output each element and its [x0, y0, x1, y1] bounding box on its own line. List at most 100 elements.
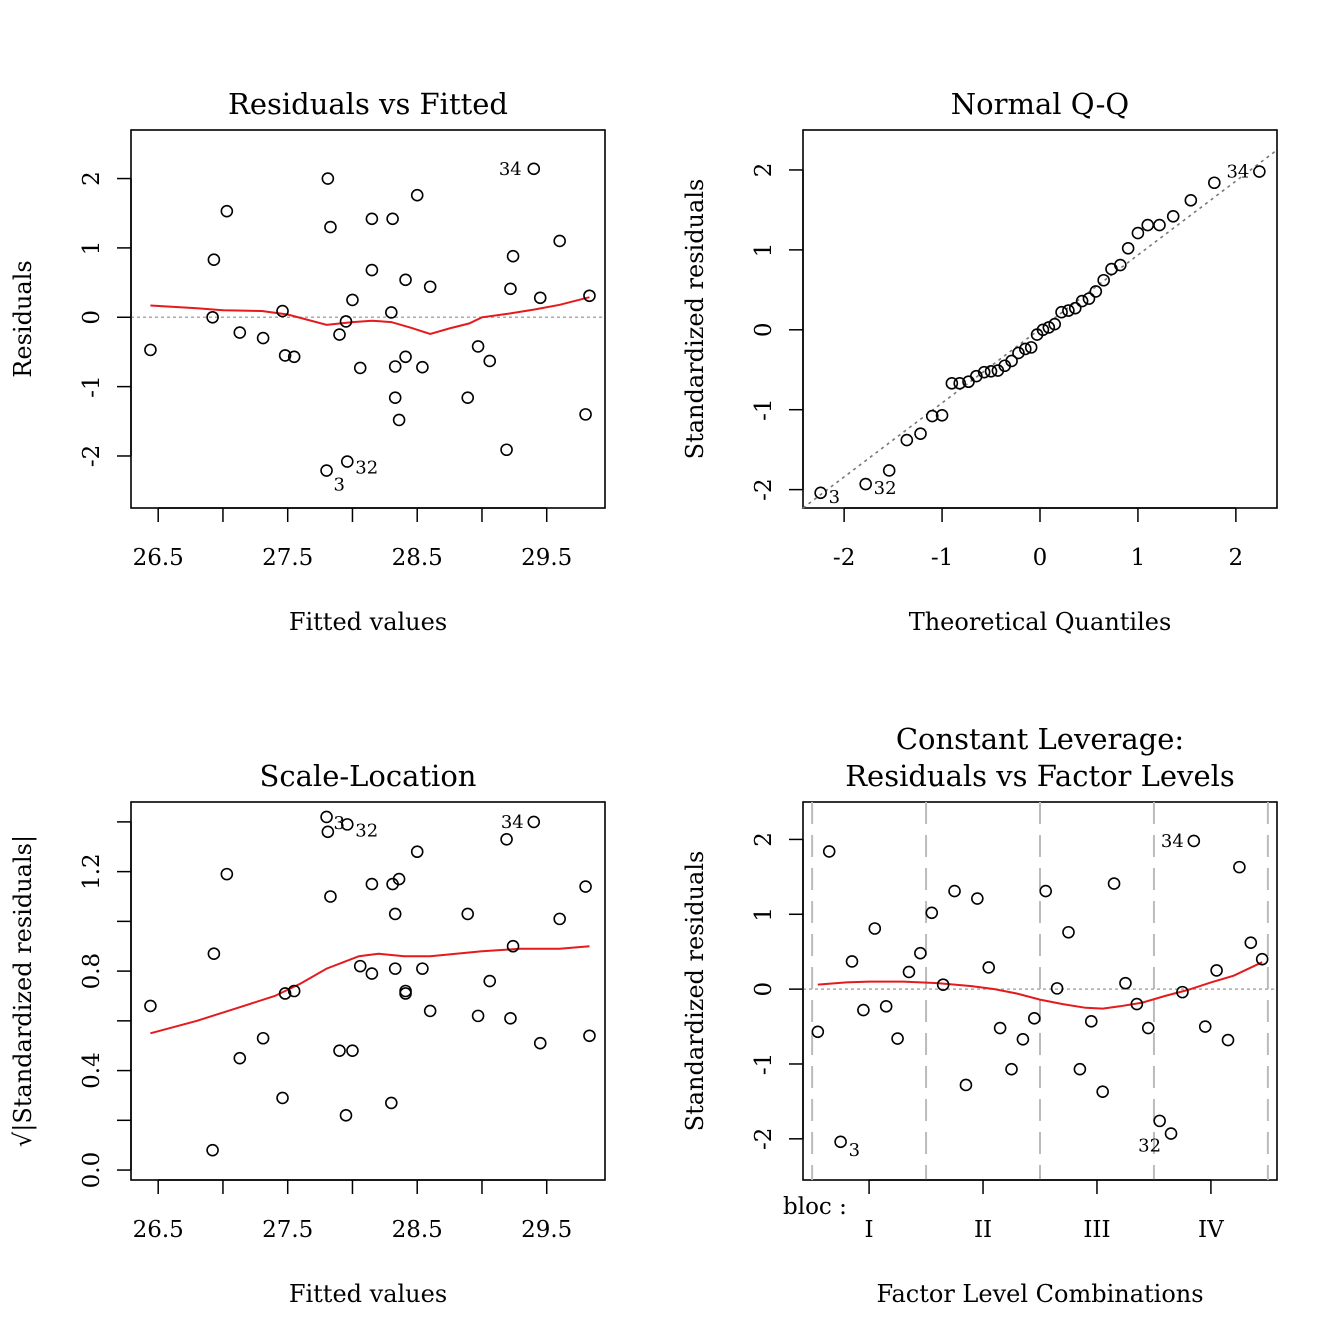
- plot-frame: [130, 801, 606, 1181]
- data-point: [206, 310, 219, 324]
- panel-residuals-vs-factor-levels: Constant Leverage:Residuals vs Factor Le…: [681, 722, 1278, 1308]
- y-tick-label: 0.0: [79, 1152, 105, 1189]
- data-point: [553, 234, 566, 248]
- chart-title: Residuals vs Factor Levels: [845, 759, 1235, 793]
- y-tick-label: -2: [79, 445, 105, 467]
- data-point: [553, 912, 566, 926]
- data-point: [399, 987, 412, 1000]
- x-tick-label: -2: [833, 545, 855, 571]
- data-point: [1176, 985, 1189, 999]
- data-point: [1107, 877, 1121, 890]
- y-tick-label: -1: [79, 375, 105, 397]
- y-tick-label: 1: [79, 241, 105, 256]
- data-point: [207, 947, 221, 960]
- data-point: [388, 360, 402, 373]
- point-label: 34: [1226, 162, 1249, 183]
- data-point: [527, 815, 541, 829]
- point-label: 34: [1161, 831, 1184, 852]
- point-label: 32: [355, 458, 378, 479]
- qq-reference-line: [802, 149, 1278, 509]
- data-point: [144, 999, 157, 1013]
- data-point: [533, 1036, 547, 1050]
- data-point: [385, 1096, 398, 1110]
- x-tick-label: 26.5: [133, 1217, 184, 1243]
- chart-title: Normal Q-Q: [951, 87, 1129, 121]
- data-points: [811, 834, 1269, 1149]
- data-point: [579, 408, 592, 421]
- data-point: [385, 306, 398, 319]
- data-point: [1198, 1020, 1212, 1033]
- data-point: [868, 922, 882, 935]
- data-point: [471, 1009, 485, 1023]
- data-point: [339, 1109, 353, 1122]
- plot-frame: [130, 129, 606, 509]
- chart-title: Residuals vs Fitted: [228, 87, 508, 121]
- y-tick-label: 0: [751, 322, 777, 337]
- data-point: [936, 978, 950, 991]
- y-tick-label: -2: [751, 1128, 777, 1150]
- data-point: [416, 360, 429, 374]
- chart-title: Constant Leverage:: [896, 722, 1184, 756]
- smooth-line: [150, 296, 590, 335]
- data-point: [1062, 304, 1075, 317]
- data-point: [925, 906, 939, 920]
- y-tick-label: -1: [751, 399, 777, 421]
- data-point: [320, 464, 333, 477]
- data-point: [333, 328, 346, 341]
- y-tick-label: 2: [751, 832, 777, 847]
- smooth-line: [150, 945, 590, 1035]
- data-point: [144, 343, 157, 357]
- data-point: [365, 967, 379, 980]
- data-point: [333, 1044, 346, 1057]
- data-point: [410, 845, 424, 859]
- data-point: [982, 961, 996, 974]
- data-point: [346, 293, 359, 307]
- data-point: [970, 369, 983, 383]
- data-point: [461, 907, 475, 921]
- data-point: [483, 974, 497, 988]
- x-tick-label: I: [865, 1217, 874, 1243]
- plot-frame: [802, 801, 1278, 1181]
- data-point: [935, 408, 949, 422]
- data-point: [583, 289, 596, 303]
- data-point: [1039, 884, 1052, 898]
- data-point: [1073, 1062, 1087, 1076]
- x-axis: 26.5 27.5 28.5 29.5 Fitted values: [133, 507, 572, 636]
- data-point: [506, 939, 520, 953]
- x-tick-label: 29.5: [521, 545, 572, 571]
- data-point: [1208, 176, 1221, 190]
- data-point: [207, 253, 221, 266]
- x-tick-label: 27.5: [262, 545, 313, 571]
- data-point: [278, 987, 292, 1000]
- data-point: [859, 477, 872, 491]
- data-point: [1121, 241, 1135, 255]
- data-point: [879, 1000, 893, 1013]
- data-point: [977, 365, 991, 379]
- data-point: [399, 350, 412, 364]
- data-point: [1005, 1062, 1018, 1076]
- data-point: [1019, 342, 1032, 356]
- point-label: 3: [334, 475, 345, 496]
- x-tick-label: 26.5: [133, 545, 184, 571]
- x-tick-label: 28.5: [392, 545, 443, 571]
- y-tick-label: -2: [751, 478, 777, 500]
- data-point: [340, 455, 354, 468]
- data-point: [256, 1031, 270, 1045]
- y-axis-label: Standardized residuals: [681, 851, 709, 1132]
- data-point: [811, 1025, 825, 1039]
- data-point: [365, 212, 379, 226]
- y-axis: -2 -1 0 1 2 Standardized residuals: [681, 832, 804, 1150]
- y-axis-label: Residuals: [9, 260, 37, 377]
- data-point: [504, 282, 517, 296]
- y-tick-label: 2: [79, 171, 105, 186]
- data-point: [1141, 218, 1155, 232]
- x-tick-label: -1: [931, 545, 953, 571]
- data-point: [1221, 1033, 1235, 1047]
- data-point: [233, 326, 247, 339]
- x-axis-label: Fitted values: [289, 608, 447, 636]
- data-point: [471, 340, 485, 353]
- data-point: [320, 810, 333, 824]
- data-point: [461, 391, 475, 405]
- data-point: [900, 433, 914, 447]
- point-label: 3: [334, 813, 345, 834]
